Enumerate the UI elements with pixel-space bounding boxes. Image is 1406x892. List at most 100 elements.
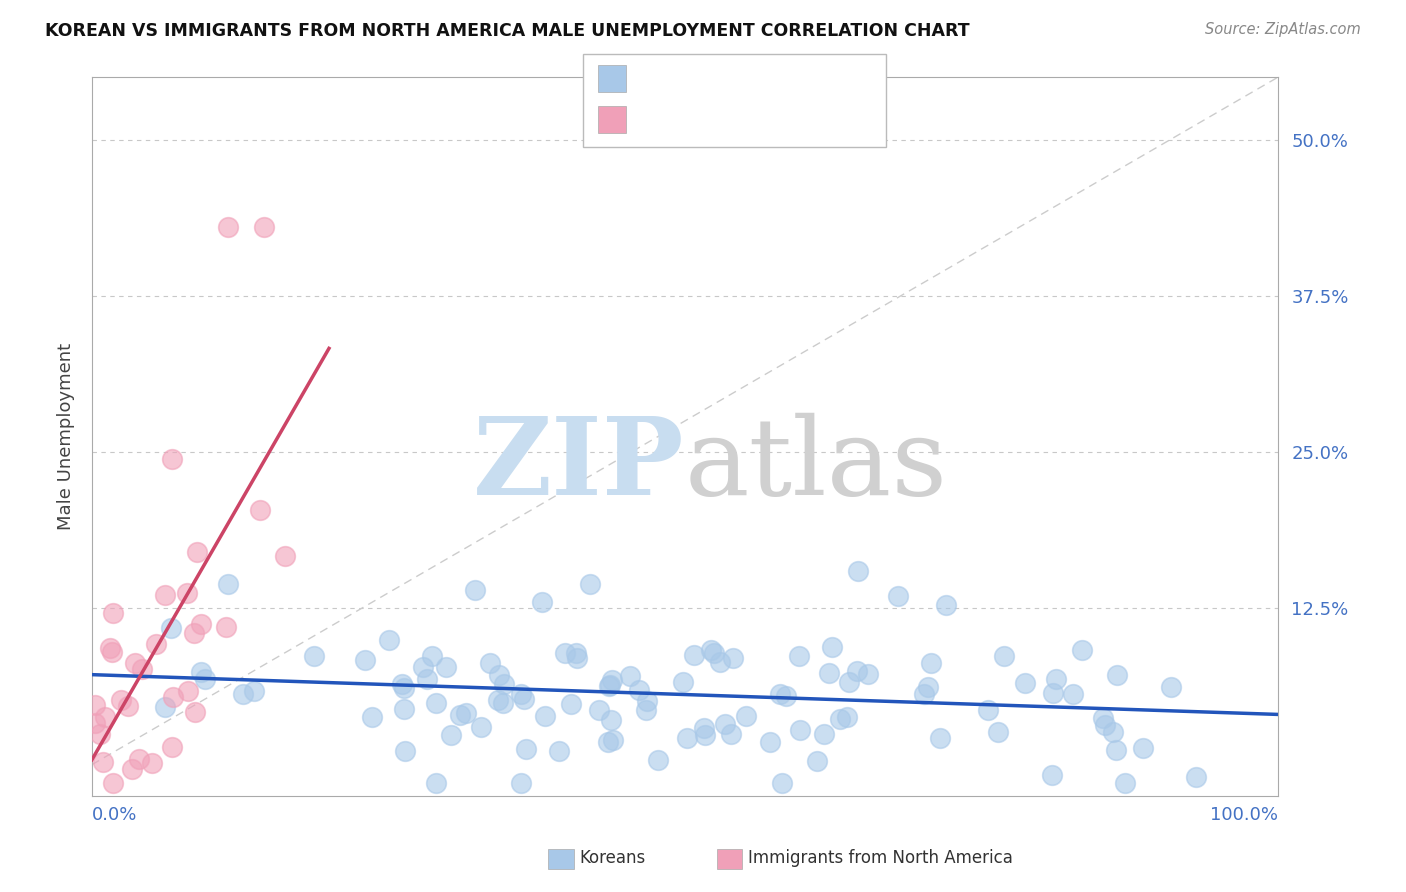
Point: [273, 549, 295, 564]
Text: ZIP: ZIP: [474, 412, 685, 518]
Point: [1102, 724, 1125, 739]
Point: [619, 668, 641, 682]
Point: [1091, 711, 1114, 725]
Point: [420, 648, 443, 663]
Point: [434, 660, 457, 674]
Point: [703, 646, 725, 660]
Point: [1132, 740, 1154, 755]
Point: [693, 721, 716, 735]
Point: [789, 723, 811, 737]
Text: R =  0.376   N =  32: R = 0.376 N = 32: [631, 111, 799, 128]
Point: [249, 503, 271, 517]
Point: [683, 648, 706, 662]
Point: [83, 715, 105, 730]
Point: [1094, 718, 1116, 732]
Point: [1160, 680, 1182, 694]
Point: [600, 673, 623, 687]
Point: [153, 700, 176, 714]
Point: [548, 744, 571, 758]
Point: [987, 724, 1010, 739]
Point: [846, 665, 869, 679]
Point: [721, 650, 744, 665]
Point: [98, 641, 121, 656]
Point: [1045, 672, 1067, 686]
Point: [186, 545, 208, 559]
Point: [714, 717, 737, 731]
Text: Source: ZipAtlas.com: Source: ZipAtlas.com: [1205, 22, 1361, 37]
Point: [101, 645, 124, 659]
Point: [515, 742, 537, 756]
Point: [600, 713, 623, 727]
Text: KOREAN VS IMMIGRANTS FROM NORTH AMERICA MALE UNEMPLOYMENT CORRELATION CHART: KOREAN VS IMMIGRANTS FROM NORTH AMERICA …: [45, 22, 970, 40]
Point: [478, 657, 501, 671]
Text: R = -0.274   N = 107: R = -0.274 N = 107: [631, 70, 804, 87]
Point: [217, 576, 239, 591]
Point: [159, 621, 181, 635]
Point: [84, 698, 107, 713]
Point: [1105, 667, 1128, 681]
Point: [912, 687, 935, 701]
Point: [253, 220, 276, 235]
Point: [533, 709, 555, 723]
Y-axis label: Male Unemployment: Male Unemployment: [58, 343, 75, 530]
Point: [647, 752, 669, 766]
Point: [190, 665, 212, 680]
Point: [194, 672, 217, 686]
Point: [353, 652, 375, 666]
Point: [602, 733, 624, 747]
Point: [887, 589, 910, 603]
Text: 100.0%: 100.0%: [1209, 805, 1278, 824]
Point: [412, 659, 434, 673]
Point: [510, 776, 533, 790]
Point: [838, 674, 860, 689]
Point: [162, 739, 184, 754]
Point: [242, 684, 264, 698]
Point: [1184, 770, 1206, 784]
Point: [141, 756, 163, 771]
Point: [588, 703, 610, 717]
Point: [813, 727, 835, 741]
Point: [858, 667, 880, 681]
Point: [232, 687, 254, 701]
Point: [1114, 776, 1136, 790]
Point: [634, 703, 657, 717]
Point: [91, 756, 114, 770]
Point: [392, 681, 415, 695]
Point: [1105, 743, 1128, 757]
Point: [101, 776, 124, 790]
Point: [565, 646, 588, 660]
Point: [392, 701, 415, 715]
Point: [599, 678, 621, 692]
Point: [492, 677, 515, 691]
Point: [470, 720, 492, 734]
Point: [215, 620, 238, 634]
Point: [1040, 768, 1063, 782]
Point: [531, 595, 554, 609]
Point: [1042, 686, 1064, 700]
Point: [598, 680, 620, 694]
Point: [103, 607, 125, 621]
Point: [117, 699, 139, 714]
Point: [304, 649, 326, 664]
Point: [1070, 643, 1092, 657]
Point: [920, 656, 942, 670]
Point: [153, 588, 176, 602]
Point: [488, 668, 510, 682]
Point: [110, 693, 132, 707]
Point: [162, 451, 184, 466]
Point: [360, 710, 382, 724]
Point: [94, 710, 117, 724]
Point: [513, 692, 536, 706]
Point: [775, 689, 797, 703]
Point: [1062, 687, 1084, 701]
Point: [1014, 676, 1036, 690]
Text: 0.0%: 0.0%: [91, 805, 138, 824]
Point: [627, 683, 650, 698]
Point: [693, 727, 716, 741]
Point: [835, 710, 858, 724]
Point: [177, 684, 200, 698]
Point: [560, 697, 582, 711]
Point: [846, 564, 869, 578]
Point: [567, 651, 589, 665]
Point: [492, 696, 515, 710]
